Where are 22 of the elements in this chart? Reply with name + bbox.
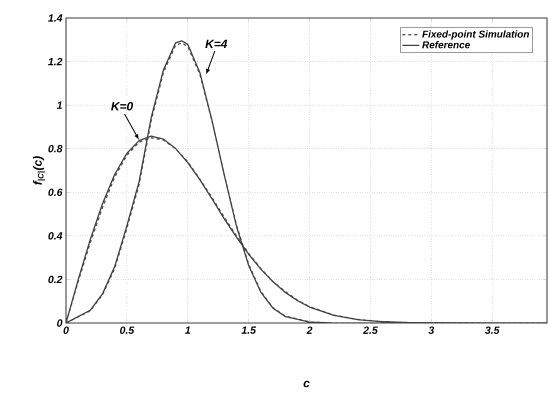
annotation: K=4 [205,40,228,48]
annotation: K=0 [111,102,134,110]
y-tick-label: 0.6 [48,188,63,196]
legend-label: Reference [422,41,470,48]
x-tick-label: 2.5 [363,326,378,334]
y-axis-title: f$_{|C|}$(c) [32,156,46,185]
x-tick-label: 3.5 [485,326,500,334]
legend-label: Fixed-point Simulation [422,30,529,40]
x-tick-label: 0.5 [120,326,134,334]
x-tick-label: 2 [306,326,312,334]
y-tick-label: 1 [56,102,62,109]
y-tick-label: 1.2 [48,58,62,66]
x-axis-title: c [304,380,310,388]
x-tick-label: 1.5 [242,326,256,334]
x-tick-label: 0 [64,326,69,334]
x-tick-label: 3 [428,326,434,334]
y-tick-label: 0.8 [48,145,62,152]
y-tick-label: 0 [57,319,62,327]
x-tick-label: 1 [185,326,190,334]
y-tick-label: 0.2 [48,276,62,284]
y-tick-label: 1.4 [48,14,62,22]
y-tick-label: 0.4 [48,232,62,240]
